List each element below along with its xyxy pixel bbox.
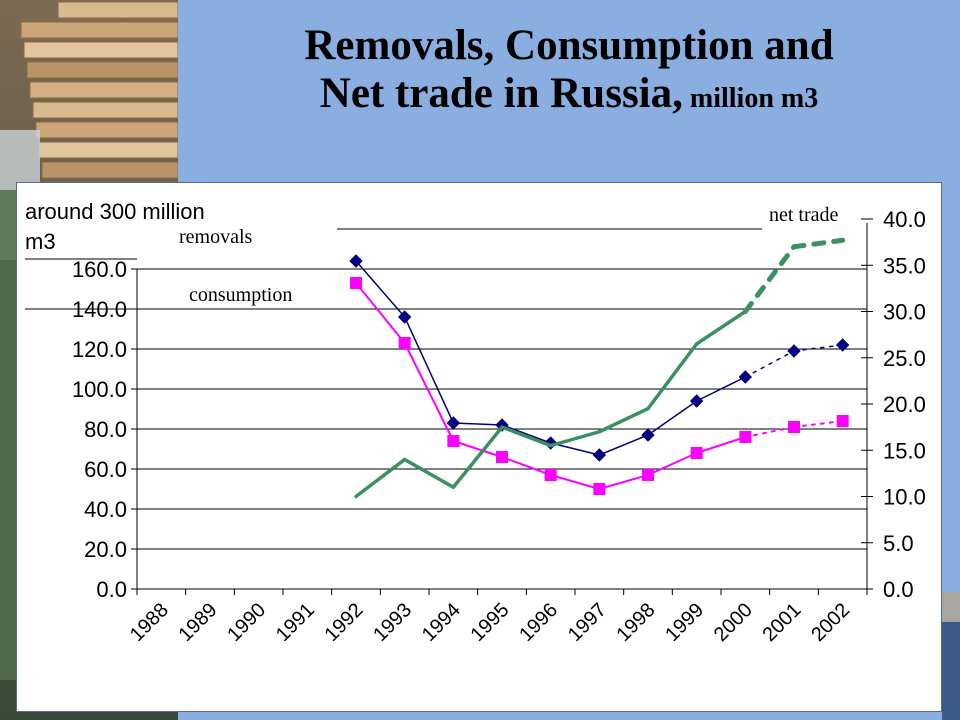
consumption-point <box>350 277 362 289</box>
removals-segment <box>452 422 503 426</box>
consumption-point <box>836 415 849 427</box>
x-tick-label: 1993 <box>369 599 416 646</box>
left-tick-label: 60.0 <box>84 457 127 482</box>
x-tick-label: 1995 <box>467 599 514 646</box>
x-tick-label: 1990 <box>223 599 270 646</box>
consumption-point <box>496 451 508 463</box>
removals-point <box>592 448 607 462</box>
chart: 0.020.040.060.080.0100.0120.0140.0160.01… <box>25 199 926 646</box>
removals-segment <box>501 424 552 444</box>
x-tick-label: 1996 <box>515 599 562 646</box>
title-unit: million m3 <box>682 83 819 115</box>
right-tick-label: 15.0 <box>883 438 926 463</box>
chart-panel: 0.0 20.0 40.0 60.0 80.0 100.0 120.0 140.0 160.0 1… <box>16 182 942 712</box>
net_trade-segment <box>597 406 650 434</box>
x-tick-label: 1994 <box>418 599 465 646</box>
left-tick-label: 100.0 <box>72 377 127 402</box>
x-tick-label: 2000 <box>710 599 757 646</box>
consumption-segment <box>647 452 698 476</box>
x-tick-label: 1988 <box>126 599 173 646</box>
x-tick-label: 1989 <box>175 599 222 646</box>
consumption-point <box>642 469 654 481</box>
removals-segment <box>793 344 844 352</box>
consumption-segment <box>744 426 795 438</box>
right-tick-label: 35.0 <box>883 253 926 278</box>
consumption-segment <box>598 474 649 490</box>
consumption-segment <box>549 474 601 490</box>
left-tick-label: 160.0 <box>72 257 127 282</box>
annotation-net-trade: net trade <box>769 204 839 226</box>
consumption-segment <box>452 440 503 458</box>
x-tick-label: 1999 <box>661 599 708 646</box>
annotation-around: around 300 million <box>25 199 205 224</box>
net_trade-segment <box>791 237 846 250</box>
removals-segment <box>695 376 747 402</box>
consumption-point <box>690 447 703 459</box>
consumption-segment <box>403 342 455 442</box>
consumption-segment <box>501 456 552 476</box>
net_trade-segment <box>500 425 553 448</box>
net_trade-segment <box>646 342 699 411</box>
left-tick-label: 120.0 <box>72 337 127 362</box>
left-tick-label: 0.0 <box>96 577 127 602</box>
x-tick-label: 1998 <box>613 599 660 646</box>
consumption-point <box>544 469 557 481</box>
left-tick-label: 40.0 <box>84 497 127 522</box>
right-tick-label: 5.0 <box>883 531 914 556</box>
slide-title: Removals, Consumption and Net trade in R… <box>178 22 960 118</box>
title-line-2: Net trade in Russia, million m3 <box>178 70 960 118</box>
x-tick-label: 2002 <box>807 599 854 646</box>
removals-point <box>349 254 363 268</box>
removals-point <box>397 310 412 324</box>
consumption-point <box>788 421 800 433</box>
net_trade-segment <box>451 425 504 489</box>
removals-point <box>689 394 704 408</box>
consumption-segment <box>355 282 406 344</box>
annotation-consumption: consumption <box>189 284 292 306</box>
net_trade-segment <box>354 457 407 499</box>
left-tick-label: 80.0 <box>84 417 127 442</box>
consumption-point <box>398 337 411 349</box>
consumption-segment <box>695 436 747 454</box>
right-tick-label: 0.0 <box>883 577 914 602</box>
consumption-point <box>593 483 606 495</box>
right-tick-label: 20.0 <box>883 392 926 417</box>
removals-segment <box>744 350 795 378</box>
lumber-photo-strip <box>942 182 960 720</box>
x-tick-label: 2001 <box>759 599 806 646</box>
annotation-around-cut: m3 <box>25 229 56 254</box>
x-tick-label: 1997 <box>564 599 611 646</box>
left-tick-label: 20.0 <box>84 537 127 562</box>
removals-point <box>641 428 655 442</box>
removals-segment <box>598 434 649 456</box>
right-tick-label: 30.0 <box>883 300 926 325</box>
annotation-removals: removals <box>179 226 253 248</box>
net_trade-segment <box>402 457 456 489</box>
removals-point <box>446 416 461 430</box>
right-tick-label: 10.0 <box>883 485 926 510</box>
consumption-point <box>447 435 460 447</box>
title-line-2-text: Net trade in Russia, <box>319 70 683 118</box>
removals-segment <box>355 260 406 318</box>
x-tick-label: 1991 <box>272 599 319 646</box>
removals-point <box>738 370 753 384</box>
net_trade-segment <box>694 309 748 346</box>
right-tick-label: 25.0 <box>883 346 926 371</box>
consumption-point <box>739 431 752 443</box>
title-line-1: Removals, Consumption and <box>304 22 834 69</box>
removals-segment <box>647 400 698 436</box>
right-tick-label: 40.0 <box>883 207 926 232</box>
removals-segment <box>403 316 455 424</box>
net_trade-segment <box>742 244 797 314</box>
net_trade-segment <box>548 430 602 448</box>
consumption-segment <box>793 420 844 428</box>
x-tick-label: 1992 <box>321 599 368 646</box>
removals-point <box>787 344 801 358</box>
removals-point <box>835 338 850 352</box>
